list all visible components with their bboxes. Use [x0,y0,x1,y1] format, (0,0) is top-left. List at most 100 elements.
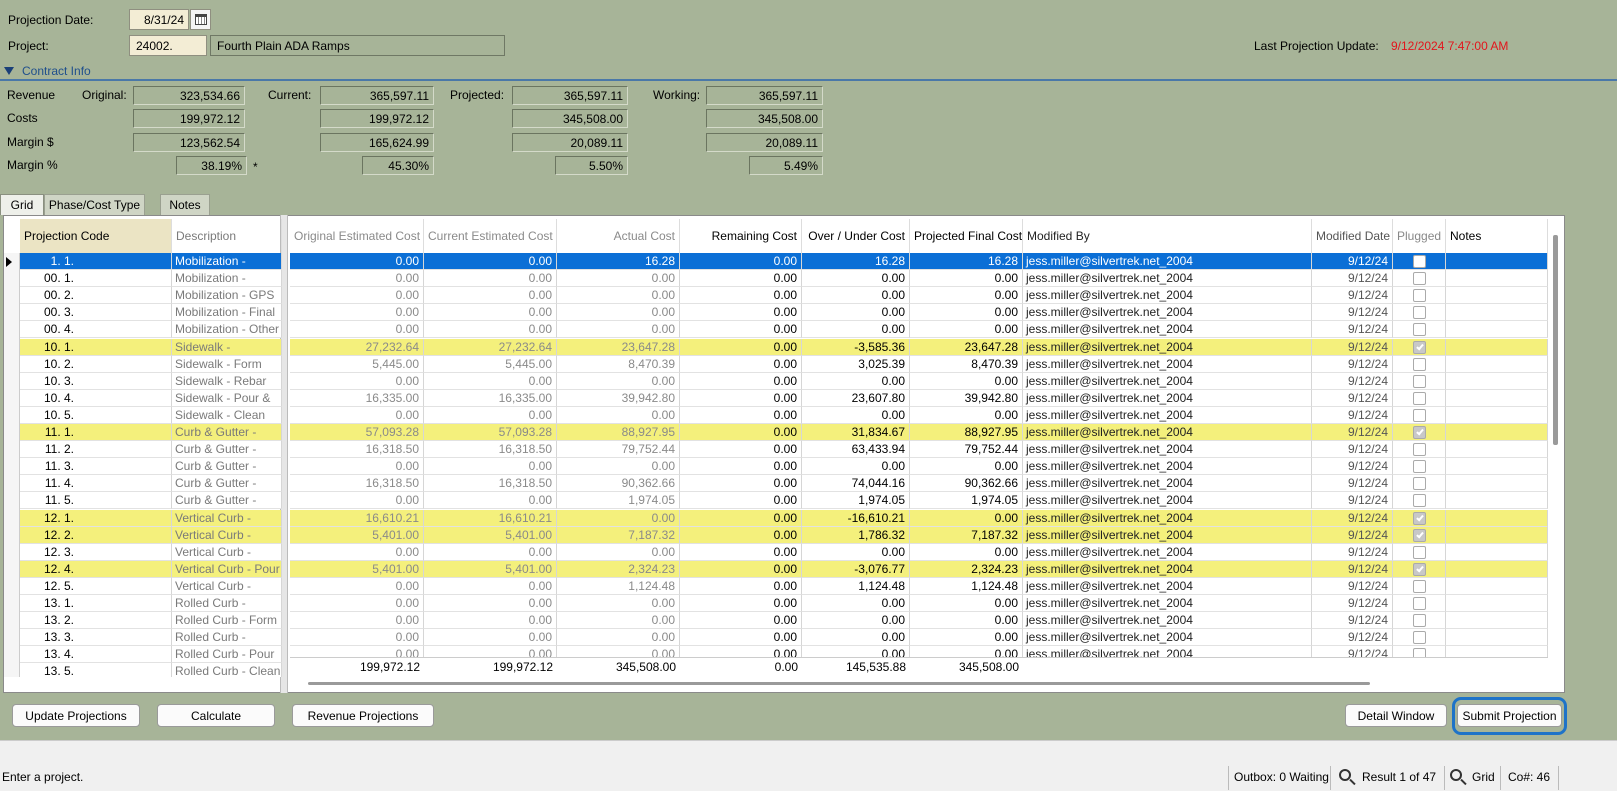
grid-cell: 9/12/24 [1312,304,1393,322]
lens [1339,769,1351,781]
project-number-input[interactable]: 24002. [129,35,207,56]
column-label: Original: [82,88,127,102]
grid-cell: 0.00 [680,338,802,356]
button[interactable]: Update Projections [12,704,140,727]
search-icon[interactable] [1338,768,1356,786]
grid-cell: 0.00 [424,458,557,476]
grid-cell: jess.miller@silvertrek.net_2004 [1023,560,1312,578]
row-pointer [6,257,12,267]
plugged-checkbox[interactable] [1413,494,1426,508]
grid-cell: 0.00 [802,629,910,647]
column-header[interactable]: Modified Date [1312,219,1393,253]
grid-cell: 0.00 [802,543,910,561]
total-cell: 345,508.00 [557,657,680,675]
plugged-checkbox[interactable] [1413,408,1426,422]
grid-cell: 16.28 [557,253,680,270]
column-header[interactable]: Notes [1446,219,1548,253]
column-header[interactable]: Projection Code [20,219,172,253]
grid-cell: 10. 4. [20,389,172,407]
button[interactable]: Calculate [157,704,275,727]
plugged-checkbox[interactable] [1413,357,1426,371]
plugged-checkbox[interactable] [1413,289,1426,303]
grid-cell: 8,470.39 [557,355,680,373]
grid-cell: 9/12/24 [1312,526,1393,544]
grid-cell: jess.miller@silvertrek.net_2004 [1023,629,1312,647]
plugged-checkbox[interactable] [1413,460,1426,474]
plugged-checkbox[interactable] [1413,511,1426,525]
grid-cell: 11. 4. [20,475,172,493]
row-label: Costs [7,111,38,125]
plugged-checkbox[interactable] [1413,597,1426,610]
plugged-checkbox[interactable] [1413,443,1426,457]
column-header[interactable]: Original Estimated Cost [290,219,424,253]
grid-cell: 0.00 [424,577,557,595]
button[interactable]: Submit Projection [1457,704,1562,727]
section-title[interactable]: Contract Info [22,64,91,78]
grid-cell: 0.00 [290,304,424,322]
grid-cell: 0.00 [802,612,910,630]
grid-cell [1446,424,1548,441]
column-header[interactable]: Plugged [1393,219,1446,253]
plugged-checkbox[interactable] [1413,340,1426,354]
grid-cell: 0.00 [557,458,680,476]
tab[interactable]: Notes [160,194,210,215]
grid-cell: Mobilization - Other [172,321,282,339]
plugged-checkbox[interactable] [1413,255,1426,268]
plugged-checkbox[interactable] [1413,528,1426,542]
grid-cell: 0.00 [557,270,680,288]
plugged-checkbox[interactable] [1413,426,1426,439]
column-label: Projected: [450,88,505,102]
grid-cell: 0.00 [680,389,802,407]
button[interactable]: Detail Window [1345,704,1447,727]
plugged-checkbox[interactable] [1413,614,1426,628]
collapse-arrow[interactable] [4,67,14,75]
date-input[interactable]: 8/31/24 [129,9,189,30]
grid-cell: Curb & Gutter - [172,492,282,510]
grid-cell: 0.00 [290,287,424,305]
totals-fill [1023,657,1548,675]
plugged-checkbox[interactable] [1413,477,1426,491]
column-header[interactable]: Projected Final Cost [910,219,1023,253]
summary-value: 345,508.00 [512,109,628,128]
grid-cell: jess.miller@silvertrek.net_2004 [1023,406,1312,424]
grid-cell: 16,318.50 [424,475,557,493]
grid-cell: Vertical Curb - [172,577,282,595]
plugged-checkbox[interactable] [1413,579,1426,593]
calendar-button[interactable] [190,9,211,30]
grid-cell: Sidewalk - Pour & [172,389,282,407]
grid-cell: 16,335.00 [424,389,557,407]
plugged-checkbox[interactable] [1413,562,1426,576]
tab[interactable]: Phase/Cost Type [44,194,145,215]
vertical-scrollbar[interactable] [1553,235,1558,445]
horizontal-scrollbar[interactable] [308,682,1370,685]
plugged-checkbox[interactable] [1413,306,1426,320]
grid-cell [1446,338,1548,356]
column-header[interactable]: Actual Cost [557,219,680,253]
grid-cell: 0.00 [557,304,680,322]
tab[interactable]: Grid [0,194,44,215]
grid-cell: 39,942.80 [910,389,1023,407]
column-header[interactable]: Over / Under Cost [802,219,910,253]
grid-cell [1446,492,1548,510]
plugged-checkbox[interactable] [1413,391,1426,405]
grid-cell: 9/12/24 [1312,372,1393,390]
grid-cell: 0.00 [424,595,557,612]
column-header[interactable]: Current Estimated Cost [424,219,557,253]
column-header[interactable]: Remaining Cost [680,219,802,253]
grid-cell: jess.miller@silvertrek.net_2004 [1023,441,1312,459]
plugged-checkbox[interactable] [1413,374,1426,388]
plugged-checkbox[interactable] [1413,323,1426,337]
column-header[interactable]: Description [172,219,282,253]
grid-cell: 0.00 [680,372,802,390]
column-header[interactable]: Modified By [1023,219,1312,253]
search-icon[interactable] [1449,768,1467,786]
grid-cell: jess.miller@silvertrek.net_2004 [1023,526,1312,544]
grid-cell: jess.miller@silvertrek.net_2004 [1023,577,1312,595]
grid-body: 1. 1. Mobilization -0.00 0.00 16.28 0.00 16.2… [0,253,1548,677]
button[interactable]: Revenue Projections [292,704,434,727]
plugged-checkbox[interactable] [1413,272,1426,286]
summary-value: 5.50% [555,156,628,175]
grid-cell: jess.miller@silvertrek.net_2004 [1023,595,1312,612]
plugged-checkbox[interactable] [1413,631,1426,645]
plugged-checkbox[interactable] [1413,545,1426,559]
